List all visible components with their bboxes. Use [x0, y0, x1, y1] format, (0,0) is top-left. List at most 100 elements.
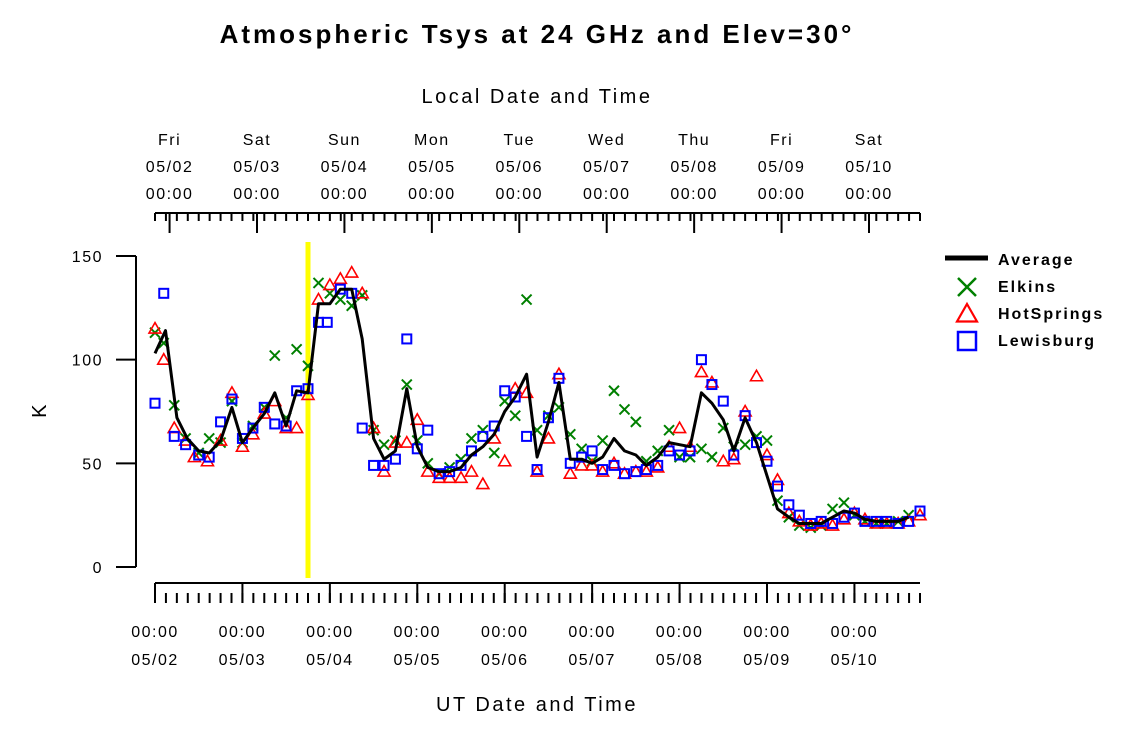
top-tick-date: 05/02: [146, 159, 194, 176]
top-tick-date: 05/07: [583, 159, 631, 176]
bottom-tick-time: 00:00: [568, 624, 616, 641]
top-tick-day: Mon: [414, 132, 450, 149]
lewisburg-point: [401, 333, 413, 345]
elkins-point: [684, 451, 696, 463]
bottom-tick-time: 00:00: [219, 624, 267, 641]
hotsprings-point: [562, 466, 578, 479]
lewisburg-point: [597, 464, 609, 476]
bottom-axis-label: UT Date and Time: [436, 694, 638, 716]
bottom-tick-date: 05/08: [656, 652, 704, 669]
top-tick-day: Fri: [770, 132, 793, 149]
hotsprings-point: [344, 264, 360, 278]
lewisburg-point: [652, 459, 664, 471]
lewisburg-point: [356, 422, 368, 434]
legend-lewisburg-swatch: [956, 330, 978, 352]
bottom-tick-date: 05/03: [219, 652, 267, 669]
top-tick-day: Sat: [243, 132, 272, 149]
lewisburg-point: [321, 316, 333, 328]
lewisburg-point: [838, 511, 850, 523]
lewisburg-point: [706, 379, 718, 391]
legend-hotsprings-swatch: [955, 301, 979, 323]
elkins-point: [826, 503, 839, 515]
elkins-point: [477, 424, 489, 436]
elkins-point: [838, 497, 850, 509]
lewisburg-point: [158, 287, 170, 299]
hotsprings-point: [431, 470, 447, 484]
y-tick-label: 50: [82, 456, 103, 473]
lewisburg-point: [247, 422, 259, 434]
lewisburg-point: [389, 453, 401, 465]
top-tick-time: 00:00: [408, 186, 456, 203]
hotsprings-point: [912, 507, 928, 521]
bottom-tick-date: 05/06: [481, 652, 529, 669]
hotsprings-point: [156, 352, 172, 365]
elkins-point: [312, 277, 325, 289]
hotsprings-point: [770, 472, 785, 486]
lewisburg-point: [793, 509, 805, 521]
y-tick-label: 150: [72, 249, 103, 266]
lewisburg-point: [215, 416, 227, 428]
hotsprings-point: [186, 449, 202, 463]
elkins-point: [695, 443, 708, 455]
lewisburg-point: [608, 459, 620, 471]
bottom-tick-time: 00:00: [306, 624, 354, 641]
top-tick-date: 05/04: [321, 159, 369, 176]
lewisburg-point: [269, 418, 281, 430]
lewisburg-point: [576, 451, 588, 463]
lewisburg-point: [717, 395, 729, 407]
hotsprings-point: [322, 277, 338, 291]
top-tick-date: 05/06: [496, 159, 544, 176]
lewisburg-point: [695, 354, 707, 366]
hotsprings-point: [147, 320, 163, 334]
series-average-line: [153, 287, 910, 525]
lewisburg-point: [892, 517, 904, 529]
hotsprings-point: [726, 451, 742, 465]
elkins-point: [488, 447, 500, 459]
lewisburg-point: [509, 391, 521, 403]
top-tick-day: Tue: [504, 132, 535, 149]
hotsprings-point: [453, 470, 469, 484]
bottom-tick-time: 00:00: [743, 624, 791, 641]
bottom-tick-time: 00:00: [831, 624, 879, 641]
lewisburg-point: [378, 459, 390, 471]
lewisburg-point: [663, 445, 675, 457]
lewisburg-point: [827, 517, 839, 529]
y-tick-label: 0: [93, 560, 103, 577]
lewisburg-point: [771, 480, 783, 492]
lewisburg-point: [368, 459, 380, 471]
top-axis-label: Local Date and Time: [422, 86, 653, 108]
legend-lewisburg-label: Lewisburg: [998, 333, 1096, 350]
top-tick-day: Wed: [588, 132, 625, 149]
hotsprings-point: [638, 464, 654, 477]
hotsprings-point: [759, 447, 775, 461]
top-tick-date: 05/03: [233, 159, 281, 176]
top-tick-day: Thu: [678, 132, 710, 149]
lewisburg-point: [168, 430, 180, 442]
lewisburg-point: [226, 393, 238, 405]
lewisburg-point: [783, 499, 795, 511]
lewisburg-point: [180, 439, 192, 451]
top-tick-day: Sun: [328, 132, 361, 149]
lewisburg-point: [531, 464, 543, 476]
elkins-point: [203, 432, 215, 445]
top-tick-day: Fri: [158, 132, 181, 149]
hotsprings-point: [836, 511, 852, 525]
top-tick-time: 00:00: [583, 186, 631, 203]
series-hotsprings: [147, 264, 928, 531]
bottom-tick-time: 00:00: [656, 624, 704, 641]
legend-elkins-swatch: [957, 277, 977, 297]
hotsprings-point: [650, 459, 666, 473]
bottom-tick-date: 05/02: [131, 652, 179, 669]
top-tick-date: 05/10: [845, 159, 893, 176]
hotsprings-point: [694, 364, 709, 378]
top-tick-date: 05/08: [670, 159, 718, 176]
hotsprings-point: [235, 439, 250, 453]
hotsprings-point: [332, 271, 348, 285]
hotsprings-point: [606, 455, 622, 469]
legend: Average Elkins HotSprings Lewisburg: [945, 252, 1102, 352]
elkins-point: [378, 438, 390, 451]
bottom-tick-date: 05/05: [394, 652, 442, 669]
legend-elkins-label: Elkins: [998, 279, 1057, 296]
top-tick-date: 05/09: [758, 159, 806, 176]
